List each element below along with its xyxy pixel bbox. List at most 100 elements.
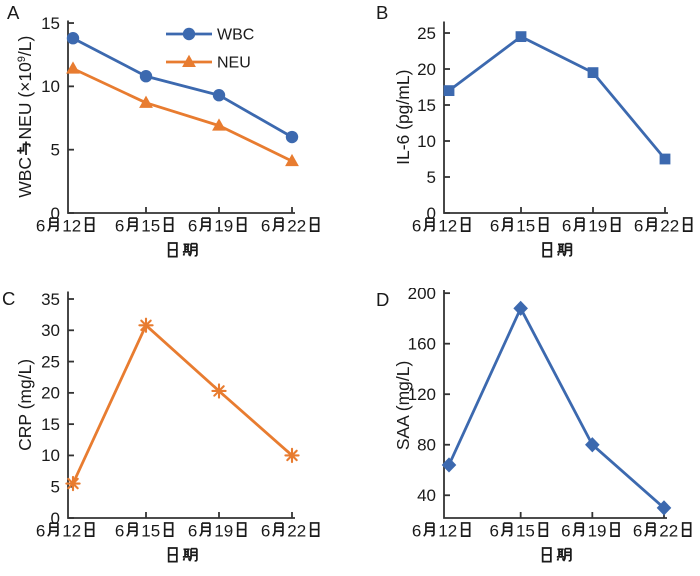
triangle-marker xyxy=(182,54,196,67)
circle-marker xyxy=(285,130,299,144)
panel-D: D 40 80 120 160 200 6 12 6 15 6 19 6 22 SAA (mg/L) xyxy=(350,284,700,576)
svg-text:6: 6 xyxy=(633,522,642,541)
cjk-glyph xyxy=(500,522,513,537)
diamond-marker xyxy=(513,300,528,316)
cjk-glyph xyxy=(460,522,471,537)
x-axis-label xyxy=(167,242,198,258)
cjk-glyph xyxy=(610,522,620,537)
y-axis-label-text: SAA (mg/L) xyxy=(393,361,413,450)
cjk-glyph xyxy=(610,217,621,232)
svg-text:15: 15 xyxy=(516,522,535,541)
y-axis-ticks: 0 5 10 15 20 25 xyxy=(417,24,450,223)
cjk-glyph xyxy=(556,547,572,562)
series-NEU xyxy=(66,61,299,167)
svg-text:6: 6 xyxy=(261,217,270,236)
cjk-glyph xyxy=(236,217,247,232)
svg-text:22: 22 xyxy=(660,217,679,236)
series-WBC xyxy=(66,32,299,144)
cjk-glyph xyxy=(126,522,138,537)
cjk-glyph xyxy=(542,242,553,258)
cjk-glyph xyxy=(236,522,247,537)
y-tick-label: 20 xyxy=(417,60,436,79)
x-tick-label: 6 12 xyxy=(412,217,471,236)
y-axis-label: WBC NEU (×109/L) xyxy=(15,36,35,198)
y-tick-label: 15 xyxy=(417,96,436,115)
x-tick-label: 6 19 xyxy=(188,217,247,236)
panel-B-chart: B 0 5 10 15 20 25 6 12 6 15 6 19 6 22 IL-6 (pg/mL) xyxy=(376,2,693,258)
cjk-glyph xyxy=(423,217,435,232)
series-SAA xyxy=(441,300,672,516)
y-tick-label: 160 xyxy=(408,334,436,353)
asterisk-marker xyxy=(65,475,81,492)
y-axis-label: CRP (mg/L) xyxy=(15,359,35,451)
cjk-glyph xyxy=(309,217,320,232)
svg-text:12: 12 xyxy=(438,217,457,236)
y-tick-label: 5 xyxy=(51,478,60,497)
panel-D-chart: D 40 80 120 160 200 6 12 6 15 6 19 6 22 SAA (mg/L) xyxy=(376,284,692,563)
svg-text:22: 22 xyxy=(659,522,678,541)
svg-text:6: 6 xyxy=(36,217,45,236)
y-axis-label-text: IL-6 (pg/mL) xyxy=(393,70,413,165)
x-tick-label: 6 22 xyxy=(261,522,320,541)
svg-text:22: 22 xyxy=(287,217,306,236)
series-CRP xyxy=(65,317,300,492)
y-tick-label: 15 xyxy=(41,14,60,33)
cjk-glyph xyxy=(17,141,31,155)
cjk-glyph xyxy=(272,522,284,537)
svg-text:15: 15 xyxy=(141,522,160,541)
WBC-line xyxy=(72,36,293,139)
panel-C-chart: C 0 5 10 15 20 25 30 35 6 12 6 15 6 19 6 22 CRP (mg/L) xyxy=(2,288,320,563)
svg-text:19: 19 xyxy=(214,217,233,236)
cjk-glyph xyxy=(84,217,95,232)
x-axis-ticks xyxy=(145,207,293,213)
diamond-marker xyxy=(441,457,457,473)
IL-6-line xyxy=(448,35,667,160)
svg-text:19: 19 xyxy=(588,522,607,541)
cjk-glyph xyxy=(167,547,178,563)
y-axis-ticks: 0 5 10 15 xyxy=(41,14,74,223)
y-tick-label: 25 xyxy=(417,24,436,43)
x-tick-label: 6 15 xyxy=(489,522,549,541)
series-IL-6 xyxy=(443,31,671,165)
panel-label: A xyxy=(7,2,20,23)
cjk-glyph xyxy=(557,242,573,257)
panel-A-chart: A 0 5 10 15 6 12 6 15 6 19 6 22 WBC NEU (×109/L) WBC NEU xyxy=(7,2,320,258)
circle-marker xyxy=(139,70,153,83)
cjk-glyph xyxy=(167,242,178,258)
NEU-line xyxy=(72,67,293,163)
svg-text:IL-6 (pg/mL): IL-6 (pg/mL) xyxy=(393,70,413,165)
SAA-line xyxy=(447,306,665,509)
y-tick-label: 20 xyxy=(41,384,60,403)
legend-item-NEU: NEU xyxy=(166,55,251,72)
svg-text:C: C xyxy=(2,288,15,309)
asterisk-marker xyxy=(211,383,227,399)
x-tick-label: 6 22 xyxy=(261,217,320,236)
svg-text:6: 6 xyxy=(562,217,571,236)
y-axis-label: SAA (mg/L) xyxy=(393,361,413,450)
svg-text:6: 6 xyxy=(115,522,124,541)
svg-text:6: 6 xyxy=(561,522,570,541)
cjk-glyph xyxy=(163,217,174,232)
svg-text:B: B xyxy=(376,2,388,23)
cjk-glyph xyxy=(47,217,59,232)
axes-spines xyxy=(67,20,295,214)
cjk-glyph xyxy=(309,522,320,537)
y-tick-label: 10 xyxy=(417,132,436,151)
y-tick-label: 0 xyxy=(51,204,60,223)
cjk-glyph xyxy=(682,217,693,232)
cjk-glyph xyxy=(272,217,284,232)
panel-C: C 0 5 10 15 20 25 30 35 6 12 6 15 6 19 6 22 CRP (mg/L) xyxy=(0,288,350,576)
x-axis-label xyxy=(542,242,573,258)
circle-marker xyxy=(66,32,80,45)
triangle-marker xyxy=(212,118,226,131)
cjk-glyph xyxy=(572,522,585,537)
ylabel-run: SAA (mg/L) xyxy=(393,361,413,450)
axes-spines xyxy=(67,291,295,519)
cjk-glyph xyxy=(538,217,549,232)
x-axis-ticks xyxy=(145,512,293,518)
x-tick-label: 6 19 xyxy=(561,522,620,541)
svg-text:19: 19 xyxy=(214,522,233,541)
svg-text:19: 19 xyxy=(588,217,607,236)
x-tick-label: 6 12 xyxy=(36,522,95,541)
cjk-glyph xyxy=(681,522,692,537)
